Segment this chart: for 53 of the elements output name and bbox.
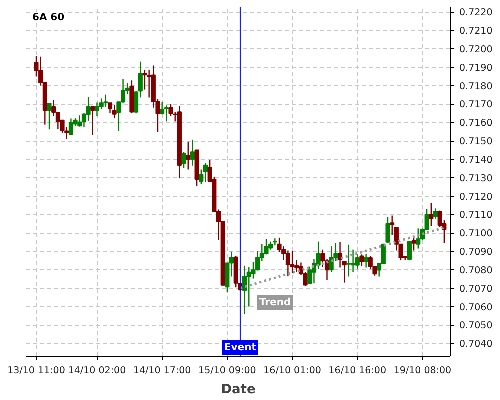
candlestick	[47, 102, 52, 130]
candlestick	[242, 265, 248, 315]
y-tick-label: 0.7120	[460, 192, 493, 203]
candlestick	[203, 162, 208, 184]
candlestick	[407, 240, 412, 262]
y-tick-label: 0.7040	[460, 339, 493, 350]
x-tick-label: 14/10 17:00	[133, 366, 192, 376]
y-tick-label: 0.7050	[460, 320, 493, 332]
y-tick-label: 0.7150	[460, 136, 493, 148]
candlestick	[90, 106, 96, 136]
candlestick	[360, 254, 364, 267]
y-tick-label: 0.7140	[460, 154, 493, 166]
y-tick-label: 0.7160	[460, 118, 493, 130]
candlestick	[290, 250, 295, 274]
y-tick-label: 0.7190	[460, 62, 493, 74]
candlestick	[78, 115, 82, 128]
x-tick-label: 13/10 11:00	[8, 366, 66, 376]
candlestick	[429, 202, 434, 227]
candlestick	[346, 244, 352, 278]
candlestick	[182, 151, 186, 169]
y-tick-label: 0.7100	[460, 228, 493, 240]
y-tick-label: 0.7110	[460, 210, 493, 222]
candlestick	[190, 139, 195, 166]
x-tick-label: 19/10 08:00	[394, 366, 452, 376]
y-tick-label: 0.7090	[460, 247, 493, 258]
candlestick	[412, 238, 416, 252]
candlestick	[386, 216, 390, 244]
candlestick	[112, 104, 117, 120]
x-tick-label: 15/10 09:00	[198, 366, 256, 376]
candlestick	[416, 228, 421, 250]
x-tick-label: 14/10 02:00	[68, 366, 126, 376]
y-tick-label: 0.7210	[460, 26, 493, 38]
annotation: Event	[224, 342, 257, 354]
y-tick-label: 0.7180	[460, 81, 493, 92]
candlestick	[104, 94, 108, 108]
x-axis-title: Date	[221, 382, 256, 398]
candlestick	[186, 141, 191, 170]
text: 6A 60	[32, 12, 65, 24]
series-label: Trend	[259, 297, 292, 308]
y-tick-label: 0.7060	[460, 302, 493, 314]
y-tick-label: 0.7170	[460, 100, 493, 111]
y-tick-label: 0.7070	[460, 284, 493, 295]
candlestick	[364, 254, 369, 268]
y-tick-label: 0.7220	[460, 8, 493, 19]
y-tick-label: 0.7130	[460, 173, 493, 184]
candlestick	[433, 208, 438, 220]
y-tick-label: 0.7200	[460, 44, 493, 56]
x-tick-label: 16/10 01:00	[264, 366, 322, 376]
x-tick-label: 16/10 16:00	[328, 366, 387, 376]
candlestick	[355, 254, 360, 270]
y-tick-label: 0.7080	[460, 265, 493, 276]
candlestick	[164, 105, 169, 122]
candlestick	[94, 102, 100, 118]
